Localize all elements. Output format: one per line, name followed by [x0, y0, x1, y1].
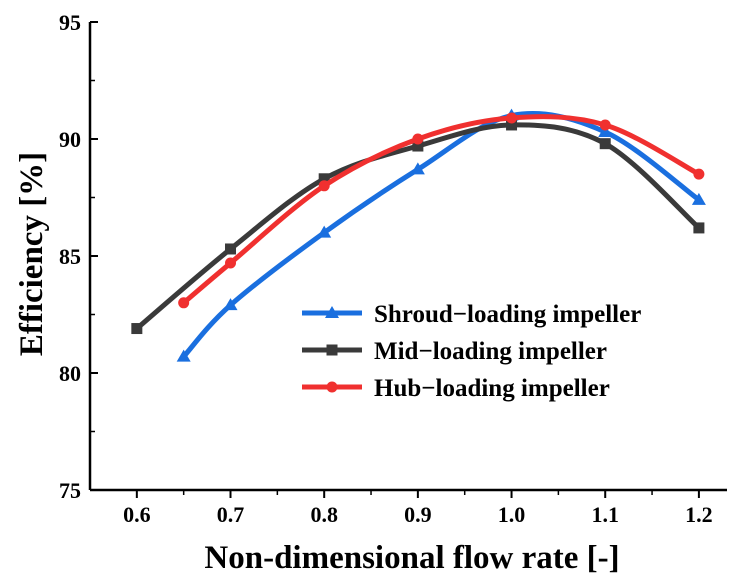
data-point — [693, 169, 704, 180]
legend: Shroud−loading impeller Mid−loading impel… — [302, 301, 641, 402]
y-axis-label: Efficiency [%] — [14, 152, 50, 356]
series-line — [137, 125, 699, 329]
y-tick-label: 95 — [59, 10, 81, 35]
axes: 75 80 85 90 95 0.6 0.7 0.8 0.9 1.0 1.1 1.2 — [59, 10, 727, 527]
legend-item: Shroud−loading impeller — [302, 301, 641, 328]
data-point — [225, 243, 236, 254]
x-tick-label: 0.8 — [310, 502, 338, 527]
x-tick-label: 1.1 — [591, 502, 619, 527]
x-tick-label: 0.9 — [404, 502, 432, 527]
x-tick-label: 0.6 — [123, 502, 151, 527]
series-line — [184, 117, 699, 303]
data-point — [412, 134, 423, 145]
legend-label: Mid−loading impeller — [374, 338, 607, 365]
data-point — [225, 258, 236, 269]
y-tick-label: 80 — [59, 361, 81, 386]
legend-label: Hub−loading impeller — [374, 375, 610, 402]
x-tick-label: 1.0 — [498, 502, 526, 527]
legend-label: Shroud−loading impeller — [374, 301, 641, 328]
data-point — [693, 222, 704, 233]
y-tick-label: 90 — [59, 127, 81, 152]
data-point — [131, 323, 142, 334]
x-tick-label: 0.7 — [217, 502, 245, 527]
x-axis-label: Non-dimensional flow rate [-] — [204, 540, 619, 576]
legend-item: Hub−loading impeller — [302, 375, 610, 402]
y-tick-label: 75 — [59, 478, 81, 503]
legend-swatch-marker — [327, 345, 338, 356]
data-point — [506, 112, 517, 123]
legend-swatch-marker — [327, 382, 338, 393]
legend-item: Mid−loading impeller — [302, 338, 607, 365]
x-tick-label: 1.2 — [685, 502, 713, 527]
data-point — [600, 138, 611, 149]
y-tick-label: 85 — [59, 244, 81, 269]
data-point — [319, 180, 330, 191]
data-point — [178, 297, 189, 308]
data-point — [600, 119, 611, 130]
